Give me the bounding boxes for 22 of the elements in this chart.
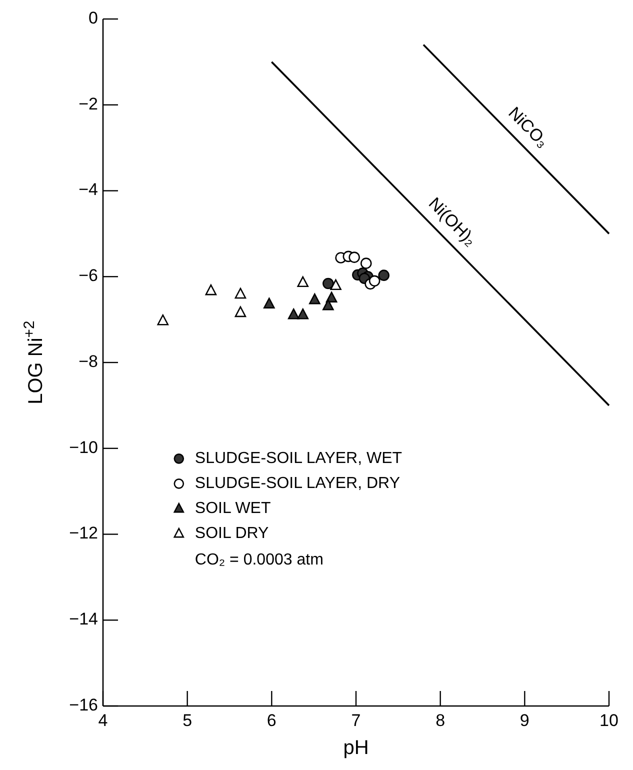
annotation: CO₂ = 0.0003 atm — [194, 552, 324, 569]
x-tick-label: 5 — [182, 711, 192, 730]
y-tick-label: −6 — [78, 266, 98, 286]
y-tick-label: −14 — [69, 610, 98, 629]
x-tick-label: 4 — [98, 711, 108, 730]
y-tick-label: −12 — [69, 524, 98, 543]
y-tick-label: −4 — [78, 180, 98, 200]
legend-label: SOIL DRY — [194, 524, 270, 542]
x-tick-label: 7 — [351, 711, 361, 730]
y-tick-label: −16 — [69, 695, 98, 714]
x-tick-label: 9 — [520, 711, 530, 730]
x-tick-label: 6 — [266, 711, 276, 730]
legend-label: SLUDGE-SOIL LAYER, WET — [194, 450, 402, 467]
y-tick-label: −8 — [78, 352, 98, 371]
y-tick-label: −2 — [78, 94, 98, 114]
x-axis-title: pH — [343, 737, 369, 759]
y-tick-label: −10 — [69, 438, 98, 457]
x-tick-label: 10 — [600, 711, 618, 730]
legend-label: SLUDGE-SOIL LAYER, DRY — [194, 474, 400, 492]
x-tick-label: 8 — [436, 711, 446, 730]
y-tick-label: 0 — [88, 8, 98, 28]
legend-label: SOIL WET — [194, 500, 271, 517]
